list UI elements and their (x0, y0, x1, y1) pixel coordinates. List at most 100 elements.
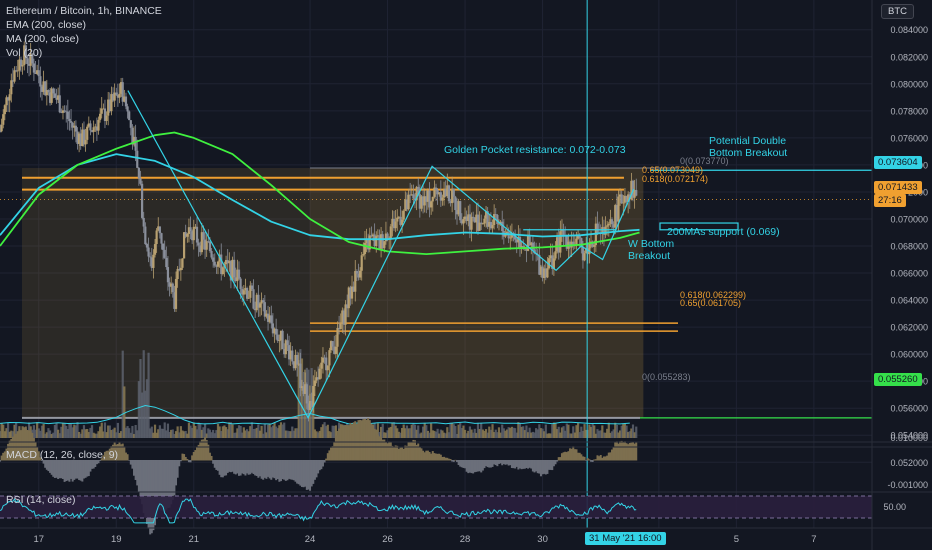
candle-body (360, 255, 363, 271)
legend-ema[interactable]: EMA (200, close) (6, 19, 86, 31)
volume-bar (57, 429, 60, 438)
candle-body (627, 194, 630, 202)
candle-body (94, 126, 97, 128)
volume-bar (234, 432, 237, 438)
candle-body (55, 97, 58, 100)
volume-bar (618, 430, 622, 438)
legend-vol[interactable]: Vol (20) (6, 47, 43, 59)
candle-body (397, 216, 400, 218)
candle-body (622, 202, 625, 204)
macd-histogram-bar (175, 460, 178, 486)
double-bottom-label-1: Potential Double (709, 135, 786, 147)
macd-histogram-bar (189, 460, 192, 463)
macd-histogram-bar (531, 460, 534, 472)
volume-bar (260, 425, 263, 438)
candle-body (102, 108, 105, 110)
volume-bar (410, 424, 413, 438)
volume-bar (283, 422, 286, 438)
macd-histogram-bar (305, 460, 308, 490)
volume-bar (173, 433, 176, 438)
volume-bar (577, 423, 580, 438)
volume-bar (315, 431, 318, 438)
volume-bar (468, 426, 472, 438)
candle-body (207, 241, 210, 243)
candle-body (42, 81, 45, 92)
macd-histogram-bar (221, 460, 224, 478)
candle-body (165, 257, 168, 268)
macd-histogram-bar (368, 420, 371, 461)
macd-histogram-bar (94, 460, 97, 467)
legend-macd[interactable]: MACD (12, 26, close, 9) (6, 449, 119, 461)
candle-body (113, 92, 116, 101)
macd-histogram-bar (45, 460, 48, 470)
volume-bar (454, 426, 457, 438)
x-tick-label: 28 (460, 534, 471, 545)
macd-histogram-bar (619, 441, 622, 461)
volume-bar (400, 428, 404, 438)
volume-bar (325, 426, 328, 438)
macd-histogram-bar (507, 460, 510, 466)
macd-histogram-bar (502, 460, 505, 465)
candle-body (410, 194, 413, 196)
candle-body (110, 94, 113, 112)
candle-body (412, 194, 415, 199)
volume-bar (497, 427, 501, 438)
macd-histogram-bar (178, 460, 181, 467)
currency-button[interactable]: BTC (881, 4, 914, 19)
candle-body (260, 300, 263, 304)
candle-body (31, 53, 34, 64)
candle-body (510, 233, 513, 238)
volume-bar (39, 430, 42, 438)
candle-body (454, 196, 457, 211)
volume-bar (389, 426, 392, 438)
candle-body (131, 127, 134, 145)
volume-bar (620, 425, 623, 438)
volume-bar (560, 427, 564, 438)
macd-histogram-bar (194, 450, 197, 461)
volume-bar (575, 425, 578, 438)
volume-bar (451, 423, 454, 438)
candle-body (139, 178, 142, 184)
x-tick-label: 24 (305, 534, 316, 545)
candle-body (367, 239, 370, 250)
volume-bar (602, 432, 606, 438)
volume-bar (103, 422, 107, 438)
candle-body (252, 289, 255, 309)
candle-body (389, 226, 392, 239)
candle-body (34, 72, 37, 74)
legend-ma[interactable]: MA (200, close) (6, 33, 79, 45)
candles (0, 35, 638, 422)
macd-histogram-bar (577, 452, 580, 461)
volume-bar (241, 432, 244, 438)
candle-body (400, 219, 404, 225)
x-tick-label: 26 (382, 534, 393, 545)
volume-bar (404, 428, 407, 438)
macd-histogram-bar (95, 460, 98, 465)
macd-histogram-bar (278, 460, 281, 482)
macd-histogram-bar (404, 445, 407, 461)
candle-body (530, 242, 533, 246)
candle-body (115, 92, 118, 95)
macd-histogram-bar (483, 460, 486, 469)
macd-histogram-bar (273, 460, 276, 479)
macd-histogram-bar (212, 460, 215, 464)
volume-bar (139, 358, 142, 438)
macd-histogram-bar (181, 453, 184, 461)
candle-body (556, 237, 559, 252)
volume-bar (47, 428, 50, 438)
volume-bar (533, 432, 536, 438)
macd-histogram-bar (286, 460, 289, 481)
candle-body (318, 368, 321, 380)
support-price-badge: 0.055260 (874, 373, 922, 386)
volume-bar (631, 424, 635, 438)
volume-bar (165, 430, 168, 438)
candle-body (86, 126, 89, 140)
macd-histogram-bar (485, 460, 488, 467)
volume-bar (152, 432, 155, 438)
candle-body (292, 361, 295, 369)
legend-rsi[interactable]: RSI (14, close) (6, 494, 76, 506)
volume-bar (215, 430, 218, 438)
macd-histogram-bar (325, 458, 328, 461)
